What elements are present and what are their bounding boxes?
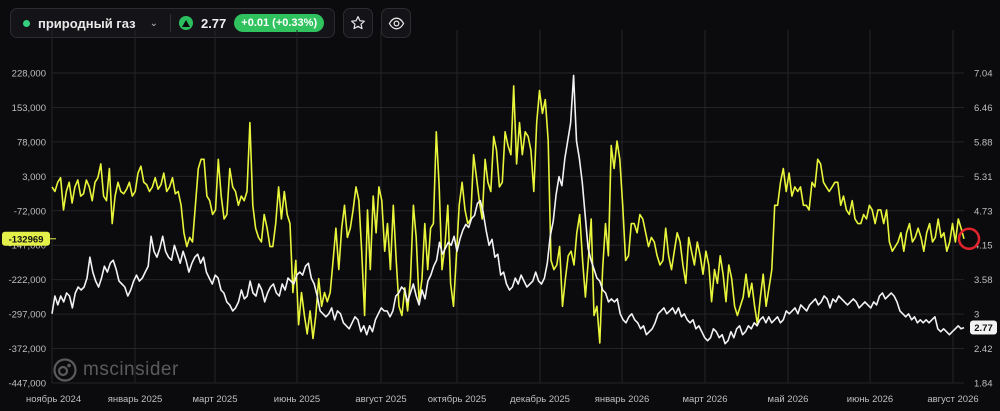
left-tick-label: 78,000	[17, 137, 46, 148]
right-tick-label: 4.15	[974, 241, 993, 252]
watermark-brand: mscinsider	[83, 359, 179, 380]
x-tick-label: август 2026	[927, 394, 978, 405]
left-current-label: -132969	[9, 234, 44, 245]
visibility-button[interactable]	[381, 8, 412, 38]
right-axis: 7.04 6.46 5.88 5.31 4.73 4.15 3.58 3 2.42 1.84	[974, 69, 993, 390]
right-tick-label: 5.31	[974, 172, 993, 183]
x-tick-label: ноябрь 2024	[26, 394, 81, 405]
x-tick-label: январь 2025	[108, 394, 163, 405]
highlight-circle-marker	[957, 227, 981, 251]
right-tick-label: 7.04	[974, 69, 993, 80]
left-tick-label: 153,000	[12, 103, 46, 114]
x-tick-label: декабрь 2025	[510, 394, 570, 405]
divider	[169, 14, 171, 32]
left-tick-label: -297,000	[8, 310, 46, 321]
markers: -132969 2.77	[2, 227, 997, 335]
left-current-label-bg	[2, 231, 50, 246]
left-tick-label: 228,000	[12, 69, 46, 80]
current-price: 2.77	[200, 15, 227, 31]
series-line-1	[51, 85, 965, 344]
x-axis: ноябрь 2024 январь 2025 март 2025 июнь 2025…	[26, 394, 979, 405]
x-tick-label: март 2025	[192, 394, 237, 405]
msc-logo-icon	[53, 358, 77, 382]
right-current-label-bg	[970, 320, 997, 335]
triangle-up-icon	[178, 16, 193, 30]
status-dot-icon	[23, 19, 30, 27]
symbol-name: природный газ	[38, 15, 136, 31]
right-tick-label: 3	[974, 310, 979, 321]
left-tick-label: -72,000	[14, 206, 46, 217]
symbol-selector[interactable]: природный газ ⌄ 2.77 +0.01 (+0.33%)	[10, 8, 336, 38]
x-tick-label: январь 2026	[595, 394, 650, 405]
right-tick-label: 3.58	[974, 275, 993, 286]
eye-icon	[388, 17, 404, 29]
star-icon	[351, 16, 366, 30]
watermark-logo: mscinsider	[53, 358, 179, 382]
price-change-badge: +0.01 (+0.33%)	[234, 14, 325, 32]
left-tick-label: -372,000	[8, 344, 46, 355]
right-tick-label: 4.73	[974, 206, 993, 217]
left-tick-label: 3,000	[22, 172, 46, 183]
toolbar: природный газ ⌄ 2.77 +0.01 (+0.33%)	[10, 8, 412, 38]
x-tick-label: июнь 2026	[847, 394, 893, 405]
x-tick-label: октябрь 2025	[428, 394, 487, 405]
x-tick-label: август 2025	[355, 394, 406, 405]
right-tick-label: 6.46	[974, 103, 993, 114]
left-tick-label: -222,000	[8, 275, 46, 286]
left-axis: 228,000 153,000 78,000 3,000 -72,000 -147,000…	[8, 69, 46, 390]
right-tick-label: 5.88	[974, 137, 993, 148]
right-current-label: 2.77	[974, 323, 993, 334]
chevron-down-icon[interactable]: ⌄	[149, 17, 158, 29]
series-line-2	[51, 74, 965, 345]
x-tick-label: июнь 2025	[274, 394, 320, 405]
right-tick-label: 2.42	[974, 344, 993, 355]
grid-lines	[51, 30, 964, 384]
series-lines	[51, 74, 965, 345]
x-tick-label: май 2026	[768, 394, 809, 405]
left-tick-label: -147,000	[8, 241, 46, 252]
right-tick-label: 1.84	[974, 379, 993, 390]
favorite-button[interactable]	[343, 8, 374, 38]
x-tick-label: март 2026	[682, 394, 727, 405]
left-tick-label: -447,000	[8, 379, 46, 390]
